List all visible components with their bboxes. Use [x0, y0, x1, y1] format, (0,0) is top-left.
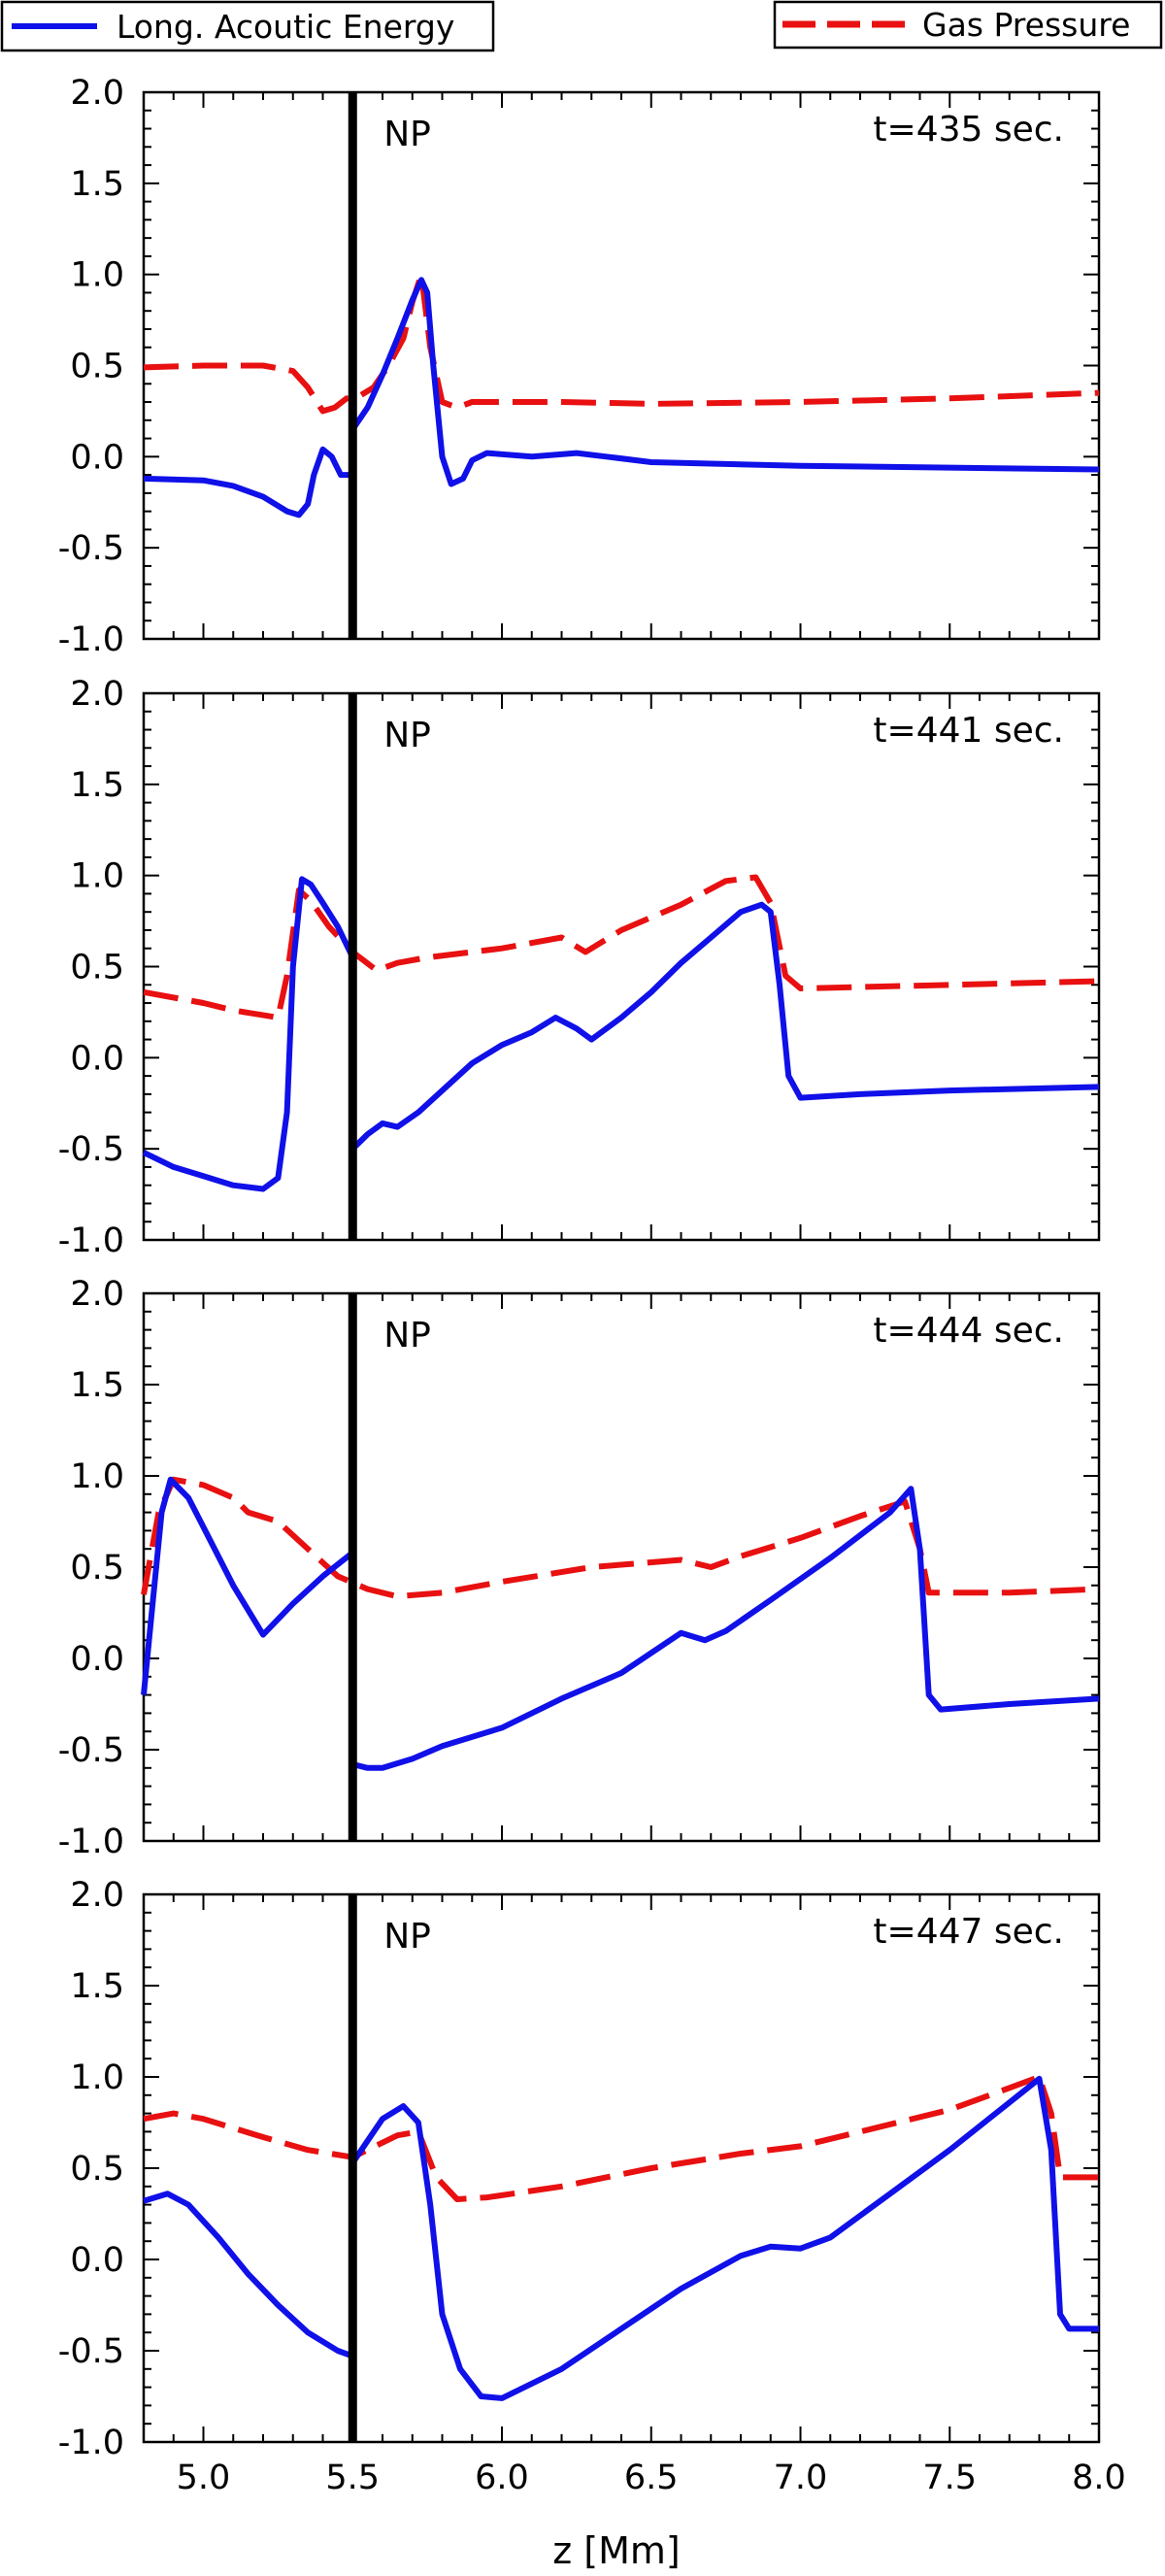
panel-t444: -1.0 -0.5 0.0 0.5 1.0 1.5 2.0 NP t=444 sec.: [58, 1275, 1101, 1861]
np-label: NP: [383, 1316, 431, 1355]
plot-frame: [142, 691, 1101, 1242]
y-tick-label: -1.0: [58, 1221, 124, 1260]
gas-pressure-series: [143, 2074, 1099, 2202]
legend-label-energy: Long. Acoutic Energy: [116, 8, 454, 46]
x-tick-label: 8.0: [1072, 2459, 1126, 2497]
np-label: NP: [383, 716, 431, 755]
y-tick-label: 1.5: [70, 766, 124, 805]
gas-pressure-series: [143, 271, 1100, 415]
panel-t435: -1.0 -0.5 0.0 0.5 1.0 1.5 2.0 NP t=435 sec.: [58, 74, 1101, 659]
x-tick-label: 6.5: [624, 2459, 679, 2497]
acoustic-energy-series: [143, 2075, 1099, 2401]
y-tick-label: -0.5: [58, 1130, 124, 1169]
x-tick-label: 5.5: [325, 2459, 380, 2497]
np-label: NP: [383, 115, 431, 154]
y-tick-labels: -1.0 -0.5 0.0 0.5 1.0 1.5 2.0: [58, 74, 124, 659]
y-tick-label: 1.0: [70, 2058, 124, 2097]
acoustic-energy-series: [143, 277, 1100, 519]
y-tick-labels: -1.0 -0.5 0.0 0.5 1.0 1.5 2.0: [58, 1876, 124, 2462]
time-label: t=435 sec.: [873, 110, 1064, 150]
tick-marks: [143, 1893, 1100, 2443]
legend: Long. Acoutic Energy Gas Pressure: [0, 0, 1163, 52]
y-tick-label: 2.0: [70, 74, 124, 113]
y-tick-label: -1.0: [58, 2424, 124, 2462]
y-tick-labels: -1.0 -0.5 0.0 0.5 1.0 1.5 2.0: [58, 1275, 124, 1861]
y-tick-label: 2.0: [70, 1275, 124, 1314]
acoustic-energy-series: [141, 1476, 1100, 1771]
tick-marks: [143, 692, 1100, 1241]
time-label: t=444 sec.: [873, 1311, 1064, 1351]
y-tick-label: -0.5: [58, 2332, 124, 2371]
y-tick-label: 0.0: [70, 1640, 124, 1679]
time-label: t=447 sec.: [873, 1912, 1064, 1952]
y-tick-label: 0.5: [70, 949, 124, 987]
x-tick-label: 7.0: [774, 2459, 828, 2497]
y-tick-label: 0.5: [70, 2150, 124, 2189]
y-tick-label: 0.0: [70, 2241, 124, 2280]
x-tick-label: 5.0: [177, 2459, 231, 2497]
y-tick-label: 1.5: [70, 1366, 124, 1405]
np-label: NP: [383, 1917, 431, 1957]
plot-frame: [142, 90, 1101, 641]
y-tick-label: 0.0: [70, 438, 124, 477]
y-tick-label: 2.0: [70, 675, 124, 714]
y-tick-label: 0.5: [70, 1549, 124, 1588]
tick-marks: [143, 1292, 1100, 1842]
x-axis-label: z [Mm]: [552, 2529, 680, 2572]
legend-label-pressure: Gas Pressure: [922, 6, 1130, 44]
tick-marks: [143, 91, 1100, 640]
y-tick-labels: -1.0 -0.5 0.0 0.5 1.0 1.5 2.0: [58, 675, 124, 1260]
panel-t441: -1.0 -0.5 0.0 0.5 1.0 1.5 2.0 NP t=441 sec.: [58, 675, 1101, 1260]
panel-t447: -1.0 -0.5 0.0 0.5 1.0 1.5 2.0 5.0 5.5 6.0 6.5 7.0 7…: [58, 1876, 1126, 2497]
gas-pressure-series: [143, 874, 1100, 1020]
y-tick-label: 1.5: [70, 165, 124, 204]
y-tick-label: 1.0: [70, 256, 124, 295]
y-tick-label: 0.5: [70, 348, 124, 386]
x-tick-label: 7.5: [922, 2459, 977, 2497]
x-tick-label: 6.0: [475, 2459, 529, 2497]
y-tick-label: 1.5: [70, 1967, 124, 2006]
x-tick-labels: 5.0 5.5 6.0 6.5 7.0 7.5 8.0: [177, 2459, 1126, 2497]
y-tick-label: 0.0: [70, 1039, 124, 1078]
gas-pressure-series: [141, 1476, 1100, 1600]
y-tick-label: 1.0: [70, 857, 124, 896]
y-tick-label: -1.0: [58, 1823, 124, 1861]
y-tick-label: -1.0: [58, 620, 124, 659]
plot-frame: [142, 1892, 1101, 2444]
y-tick-label: -0.5: [58, 529, 124, 568]
y-tick-label: 2.0: [70, 1876, 124, 1915]
y-tick-label: 1.0: [70, 1457, 124, 1496]
y-tick-label: -0.5: [58, 1731, 124, 1770]
acoustic-energy-series: [142, 876, 1100, 1192]
time-label: t=441 sec.: [873, 711, 1064, 751]
